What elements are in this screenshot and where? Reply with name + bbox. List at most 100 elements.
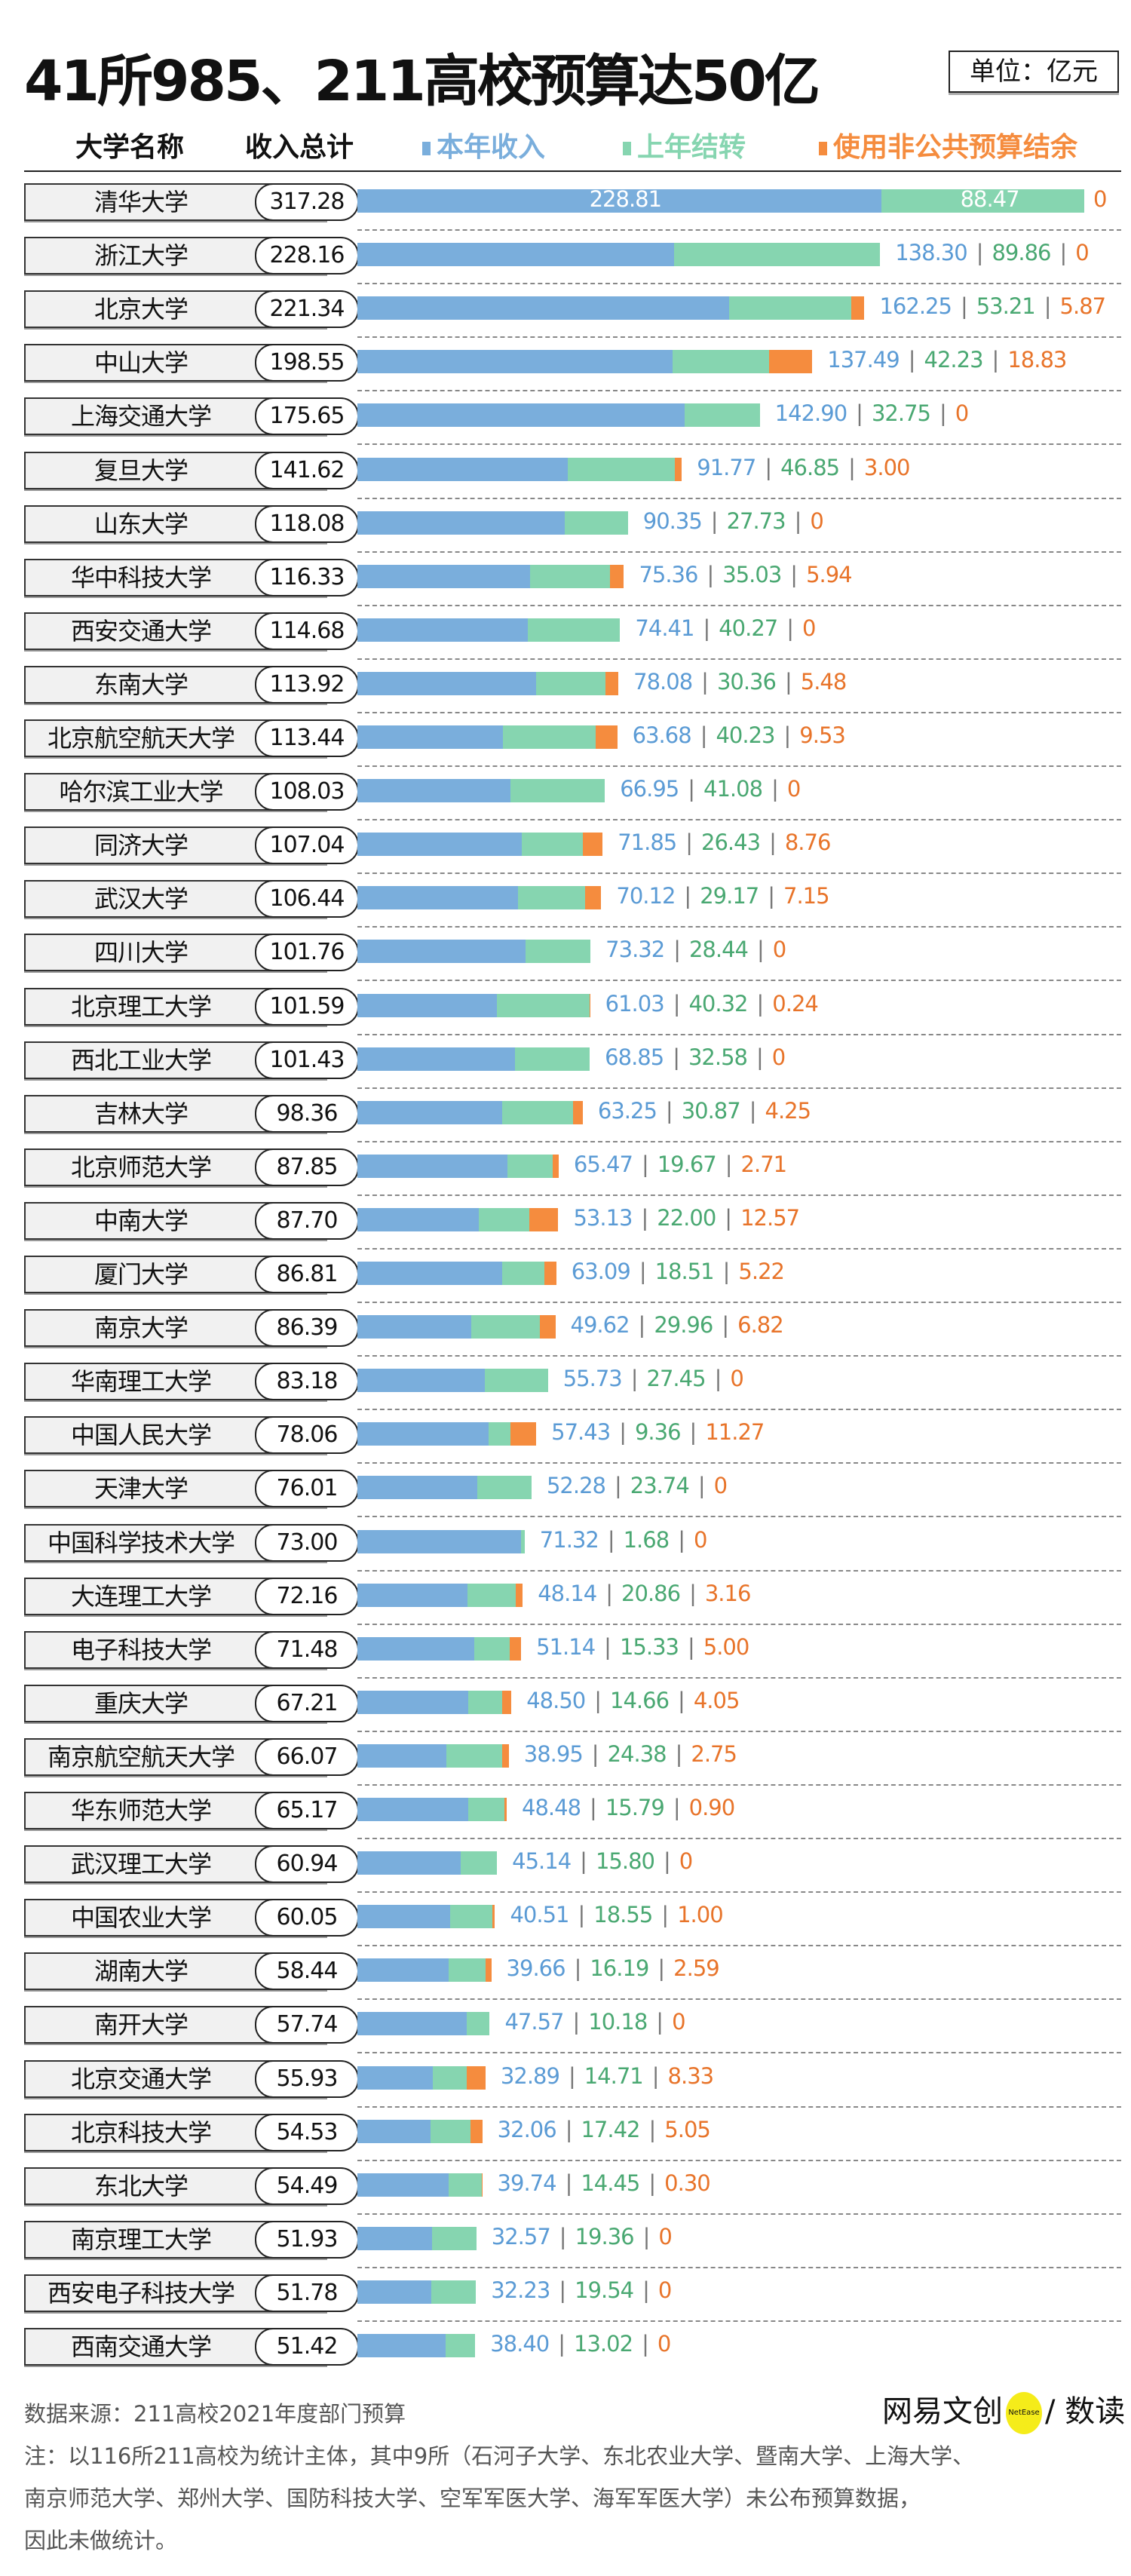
bar-nonpublic	[470, 2119, 483, 2143]
bar-current	[357, 1154, 507, 1178]
bar-carryover	[564, 511, 628, 535]
university-name: 哈尔滨工业大学	[59, 777, 223, 807]
data-labels: 48.50 | 14.66 | 4.05	[526, 1687, 740, 1713]
university-name: 吉林大学	[93, 1099, 188, 1128]
data-label-nonpublic: 0	[730, 1366, 743, 1392]
total-value: 57.74	[255, 2006, 359, 2044]
university-name: 浙江大学	[93, 241, 188, 271]
bar-nonpublic	[582, 833, 603, 857]
data-labels: 55.73 | 27.45 | 0	[563, 1366, 744, 1392]
legend-label: 本年收入	[437, 132, 546, 163]
data-labels: 51.14 | 15.33 | 5.00	[536, 1634, 749, 1660]
row-divider	[357, 1462, 1121, 1464]
data-labels: 49.62 | 29.96 | 6.82	[571, 1312, 784, 1338]
data-label-nonpublic: 0	[679, 1848, 693, 1875]
total-value: 221.34	[255, 290, 359, 329]
university-name: 武汉大学	[93, 885, 188, 914]
data-labels: 65.47 | 19.67 | 2.71	[574, 1152, 787, 1177]
bar-carryover	[461, 1851, 498, 1875]
separator: |	[786, 615, 794, 641]
table-row: 大连理工大学 72.16 48.14 | 20.86 | 3.16	[0, 1577, 1131, 1631]
data-label-carryover: 17.42	[581, 2116, 640, 2142]
bar-carryover	[507, 1154, 553, 1178]
bar-current	[357, 2226, 432, 2250]
separator: |	[768, 883, 775, 909]
separator: |	[605, 1580, 613, 1606]
separator: |	[784, 668, 792, 695]
data-label-carryover: 15.80	[595, 1848, 655, 1875]
chart-title: 41所985、211高校预算达50亿	[24, 49, 820, 114]
separator: |	[607, 1526, 615, 1553]
bar-current	[357, 725, 504, 749]
data-label-nonpublic: 0	[657, 2277, 672, 2303]
data-labels: 52.28 | 23.74 | 0	[547, 1473, 728, 1499]
university-name: 武汉理工大学	[70, 1850, 212, 1879]
bar-carryover	[479, 1207, 530, 1231]
data-label-nonpublic: 5.05	[664, 2116, 711, 2142]
table-row: 北京理工大学 101.59 61.03 | 40.32 | 0.24	[0, 987, 1131, 1041]
bar-carryover	[432, 2065, 467, 2090]
row-divider	[357, 1033, 1121, 1035]
total-value: 67.21	[255, 1684, 359, 1722]
logo-text: 网易文创	[882, 2394, 1003, 2429]
bar-carryover	[489, 1422, 510, 1446]
row-divider	[357, 1516, 1121, 1518]
separator: |	[673, 1795, 681, 1820]
separator: |	[710, 508, 719, 534]
data-label-current: 63.09	[571, 1259, 631, 1284]
row-divider	[357, 1998, 1121, 2001]
bar-current	[357, 671, 537, 695]
data-label-nonpublic: 5.87	[1059, 293, 1107, 320]
separator: |	[794, 508, 802, 534]
bar-current	[357, 833, 523, 857]
table-row: 中南大学 87.70 53.13 | 22.00 | 12.57	[0, 1201, 1131, 1256]
data-label-current: 39.66	[506, 1955, 566, 1982]
legend-current: 本年收入	[422, 125, 545, 164]
table-row: 四川大学 101.76 73.32 | 28.44 | 0	[0, 934, 1131, 987]
bar-current	[357, 189, 882, 213]
separator: |	[594, 1687, 602, 1713]
total-value: 198.55	[255, 344, 359, 382]
data-label-nonpublic: 0.24	[772, 990, 819, 1017]
bar-current	[357, 403, 685, 428]
data-label-current: 38.95	[523, 1740, 584, 1767]
bar-carryover	[468, 1798, 505, 1821]
data-label-current: 142.90	[774, 400, 847, 427]
table-row: 北京科技大学 54.53 32.06 | 17.42 | 5.05	[0, 2113, 1131, 2167]
data-label-current: 91.77	[697, 454, 756, 480]
row-divider	[357, 1355, 1121, 1357]
bar-nonpublic	[502, 1743, 509, 1768]
row-divider	[357, 283, 1121, 285]
row-divider	[357, 980, 1121, 982]
data-label-current: 48.14	[538, 1580, 597, 1606]
bar-current	[357, 1743, 447, 1768]
data-labels: 73.32 | 28.44 | 0	[605, 937, 786, 962]
university-name: 复旦大学	[93, 455, 188, 485]
university-name: 北京理工大学	[70, 992, 212, 1021]
bar-current	[357, 2280, 431, 2304]
table-row: 北京大学 221.34 162.25 | 53.21 | 5.87	[0, 290, 1131, 344]
bar-current	[357, 243, 675, 267]
bar-current	[357, 1100, 503, 1124]
data-label-current: 61.03	[605, 990, 665, 1017]
separator: |	[687, 1633, 695, 1660]
table-row: 重庆大学 67.21 48.50 | 14.66 | 4.05	[0, 1684, 1131, 1738]
data-label-carryover: 30.87	[681, 1097, 741, 1124]
data-label-current: 138.30	[895, 240, 967, 266]
table-row: 同济大学 107.04 71.85 | 26.43 | 8.76	[0, 826, 1131, 880]
total-value: 114.68	[255, 612, 359, 650]
bar-nonpublic	[515, 1583, 523, 1607]
university-name: 华南理工大学	[70, 1367, 212, 1397]
row-divider	[357, 1087, 1121, 1089]
row-divider	[357, 1676, 1121, 1679]
bar-nonpublic	[485, 1958, 492, 1983]
note-line: 注：以116所211高校为统计主体，其中9所（石河子大学、东北农业大学、暨南大学…	[24, 2443, 975, 2469]
data-label-carryover: 23.74	[630, 1473, 690, 1499]
data-labels: 53.13 | 22.00 | 12.57	[573, 1205, 800, 1231]
separator: |	[619, 1419, 627, 1446]
separator: |	[697, 1473, 706, 1499]
row-divider	[357, 2213, 1121, 2215]
data-label-carryover: 46.85	[780, 454, 840, 480]
data-label-current: 68.85	[605, 1044, 664, 1070]
bar-carryover	[502, 1100, 573, 1124]
